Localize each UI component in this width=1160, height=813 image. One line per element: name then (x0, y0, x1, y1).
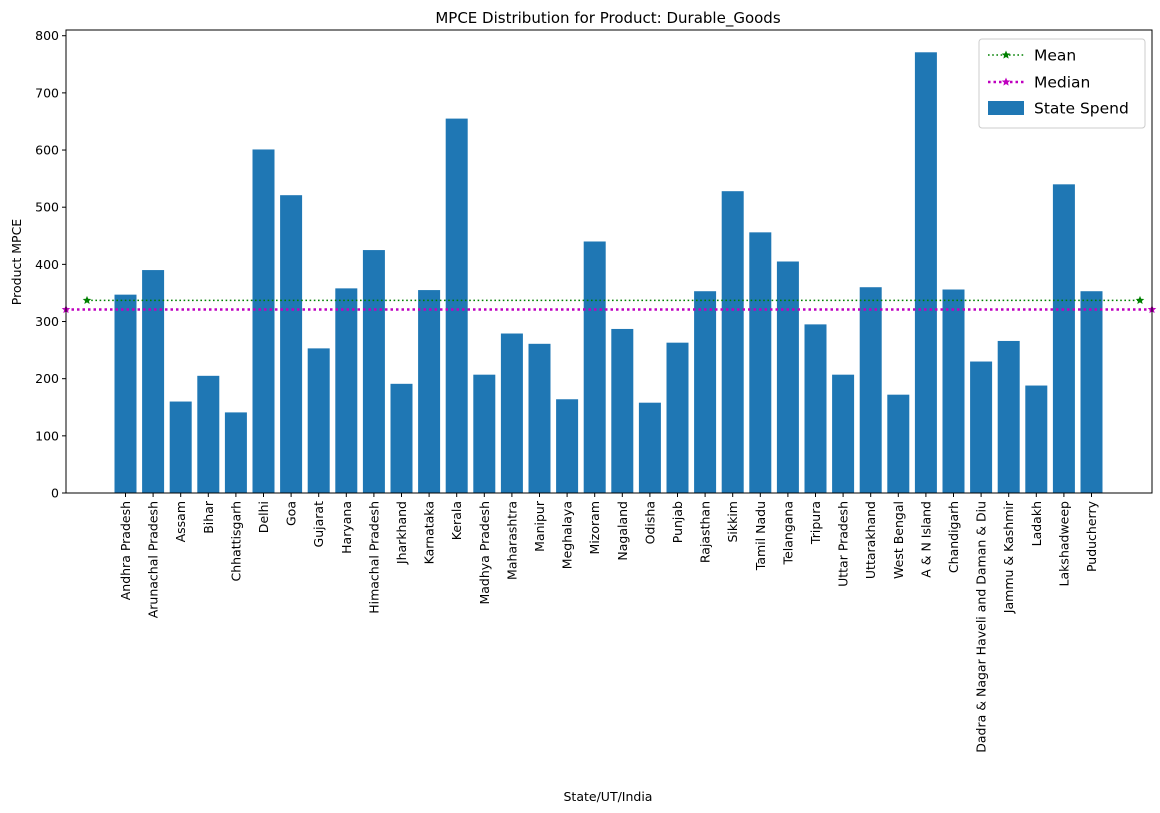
bar-20 (666, 342, 689, 493)
bar-32 (997, 340, 1020, 493)
bar-8 (335, 288, 358, 493)
bar-24 (776, 261, 799, 493)
x-tick-label-33: Ladakh (1029, 501, 1044, 546)
bar-1 (142, 270, 165, 493)
x-tick-label-18: Nagaland (615, 501, 630, 561)
bar-18 (611, 328, 634, 493)
x-tick-label-32: Jammu & Kashmir (1001, 500, 1016, 614)
x-tick-label-22: Sikkim (725, 501, 740, 543)
x-tick-label-30: Chandigarh (946, 501, 961, 573)
y-tick-label-300: 300 (35, 314, 59, 329)
bar-22 (721, 191, 744, 493)
mean-marker-1 (1135, 295, 1145, 305)
bar-23 (749, 232, 772, 493)
x-tick-label-28: West Bengal (891, 501, 906, 579)
x-tick-label-11: Karnataka (422, 501, 437, 564)
x-axis-label: State/UT/India (564, 789, 653, 804)
bar-35 (1080, 291, 1103, 493)
bar-31 (970, 361, 993, 493)
bar-26 (832, 374, 855, 493)
x-tick-label-2: Assam (173, 501, 188, 542)
legend: Mean Median State Spend (978, 38, 1146, 129)
bar-21 (694, 291, 717, 493)
bar-2 (169, 401, 192, 493)
plot-frame (65, 29, 1153, 494)
mean-marker-0 (82, 295, 92, 305)
legend-marker-median (1001, 77, 1011, 86)
reference-lines (61, 295, 1157, 314)
x-tick-label-20: Punjab (670, 501, 685, 543)
x-tick-label-23: Tamil Nadu (753, 501, 768, 571)
x-tick-label-13: Madhya Pradesh (477, 501, 492, 605)
bar-5 (252, 149, 275, 493)
bar-15 (528, 343, 551, 493)
y-tick-label-400: 400 (35, 257, 59, 272)
x-tick-label-21: Rajasthan (698, 501, 713, 563)
y-tick-label-500: 500 (35, 200, 59, 215)
legend-swatch-state-spend (988, 101, 1024, 115)
bar-28 (887, 394, 910, 493)
bar-29 (914, 52, 937, 493)
x-tick-label-6: Goa (284, 501, 299, 526)
x-tick-label-15: Manipur (532, 500, 547, 552)
x-tick-label-3: Bihar (201, 500, 216, 534)
y-axis: 0 100 200 300 400 500 600 700 800 (35, 28, 66, 501)
x-tick-label-5: Delhi (256, 501, 271, 533)
bar-25 (804, 324, 827, 493)
x-tick-label-10: Jharkhand (394, 501, 409, 565)
bar-6 (280, 195, 303, 493)
x-tick-label-1: Arunachal Pradesh (146, 501, 161, 618)
y-axis-label: Product MPCE (9, 219, 24, 305)
bar-12 (445, 118, 468, 493)
x-tick-label-24: Telangana (780, 501, 795, 565)
bars-group (114, 52, 1103, 493)
chart-title: MPCE Distribution for Product: Durable_G… (435, 9, 780, 28)
bar-3 (197, 375, 220, 493)
x-tick-label-26: Uttar Pradesh (836, 501, 851, 587)
bar-19 (638, 402, 661, 493)
x-tick-label-7: Gujarat (311, 501, 326, 548)
x-tick-label-0: Andhra Pradesh (118, 501, 133, 600)
x-tick-label-34: Lakshadweep (1056, 501, 1071, 586)
x-tick-label-12: Kerala (449, 501, 464, 540)
legend-label-state-spend: State Spend (1034, 100, 1129, 118)
bar-27 (859, 287, 882, 493)
bar-30 (942, 289, 965, 493)
bar-0 (114, 294, 137, 493)
x-tick-label-31: Dadra & Nagar Haveli and Daman & Diu (974, 501, 989, 753)
bar-4 (224, 412, 247, 493)
x-tick-label-4: Chhattisgarh (228, 501, 243, 581)
x-tick-label-19: Odisha (642, 501, 657, 544)
x-tick-label-25: Tripura (808, 501, 823, 545)
y-tick-label-800: 800 (35, 28, 59, 43)
x-tick-label-14: Maharashtra (504, 501, 519, 580)
y-tick-label-0: 0 (51, 486, 59, 501)
y-tick-label-100: 100 (35, 428, 59, 443)
x-tick-label-29: A & N Island (918, 501, 933, 578)
x-tick-label-27: Uttarakhand (863, 501, 878, 579)
x-tick-label-35: Puducherry (1084, 500, 1099, 572)
bar-17 (583, 241, 606, 493)
legend-label-median: Median (1034, 74, 1090, 92)
bar-10 (390, 383, 413, 493)
bar-11 (418, 290, 441, 493)
bar-14 (500, 333, 523, 493)
x-tick-label-8: Haryana (339, 501, 354, 554)
legend-label-mean: Mean (1034, 47, 1076, 65)
y-tick-label-200: 200 (35, 371, 59, 386)
legend-marker-mean (1001, 50, 1011, 59)
x-tick-label-9: Himachal Pradesh (366, 501, 381, 614)
y-tick-label-600: 600 (35, 143, 59, 158)
x-axis: Andhra Pradesh Arunachal Pradesh Assam Biha… (118, 493, 1099, 753)
x-tick-label-16: Meghalaya (560, 501, 575, 569)
bar-9 (362, 250, 385, 493)
bar-33 (1025, 385, 1048, 493)
bar-16 (556, 399, 579, 493)
bar-13 (473, 374, 496, 493)
bar-7 (307, 348, 330, 493)
x-tick-label-17: Mizoram (587, 501, 602, 554)
bar-34 (1052, 184, 1075, 493)
y-tick-label-700: 700 (35, 85, 59, 100)
